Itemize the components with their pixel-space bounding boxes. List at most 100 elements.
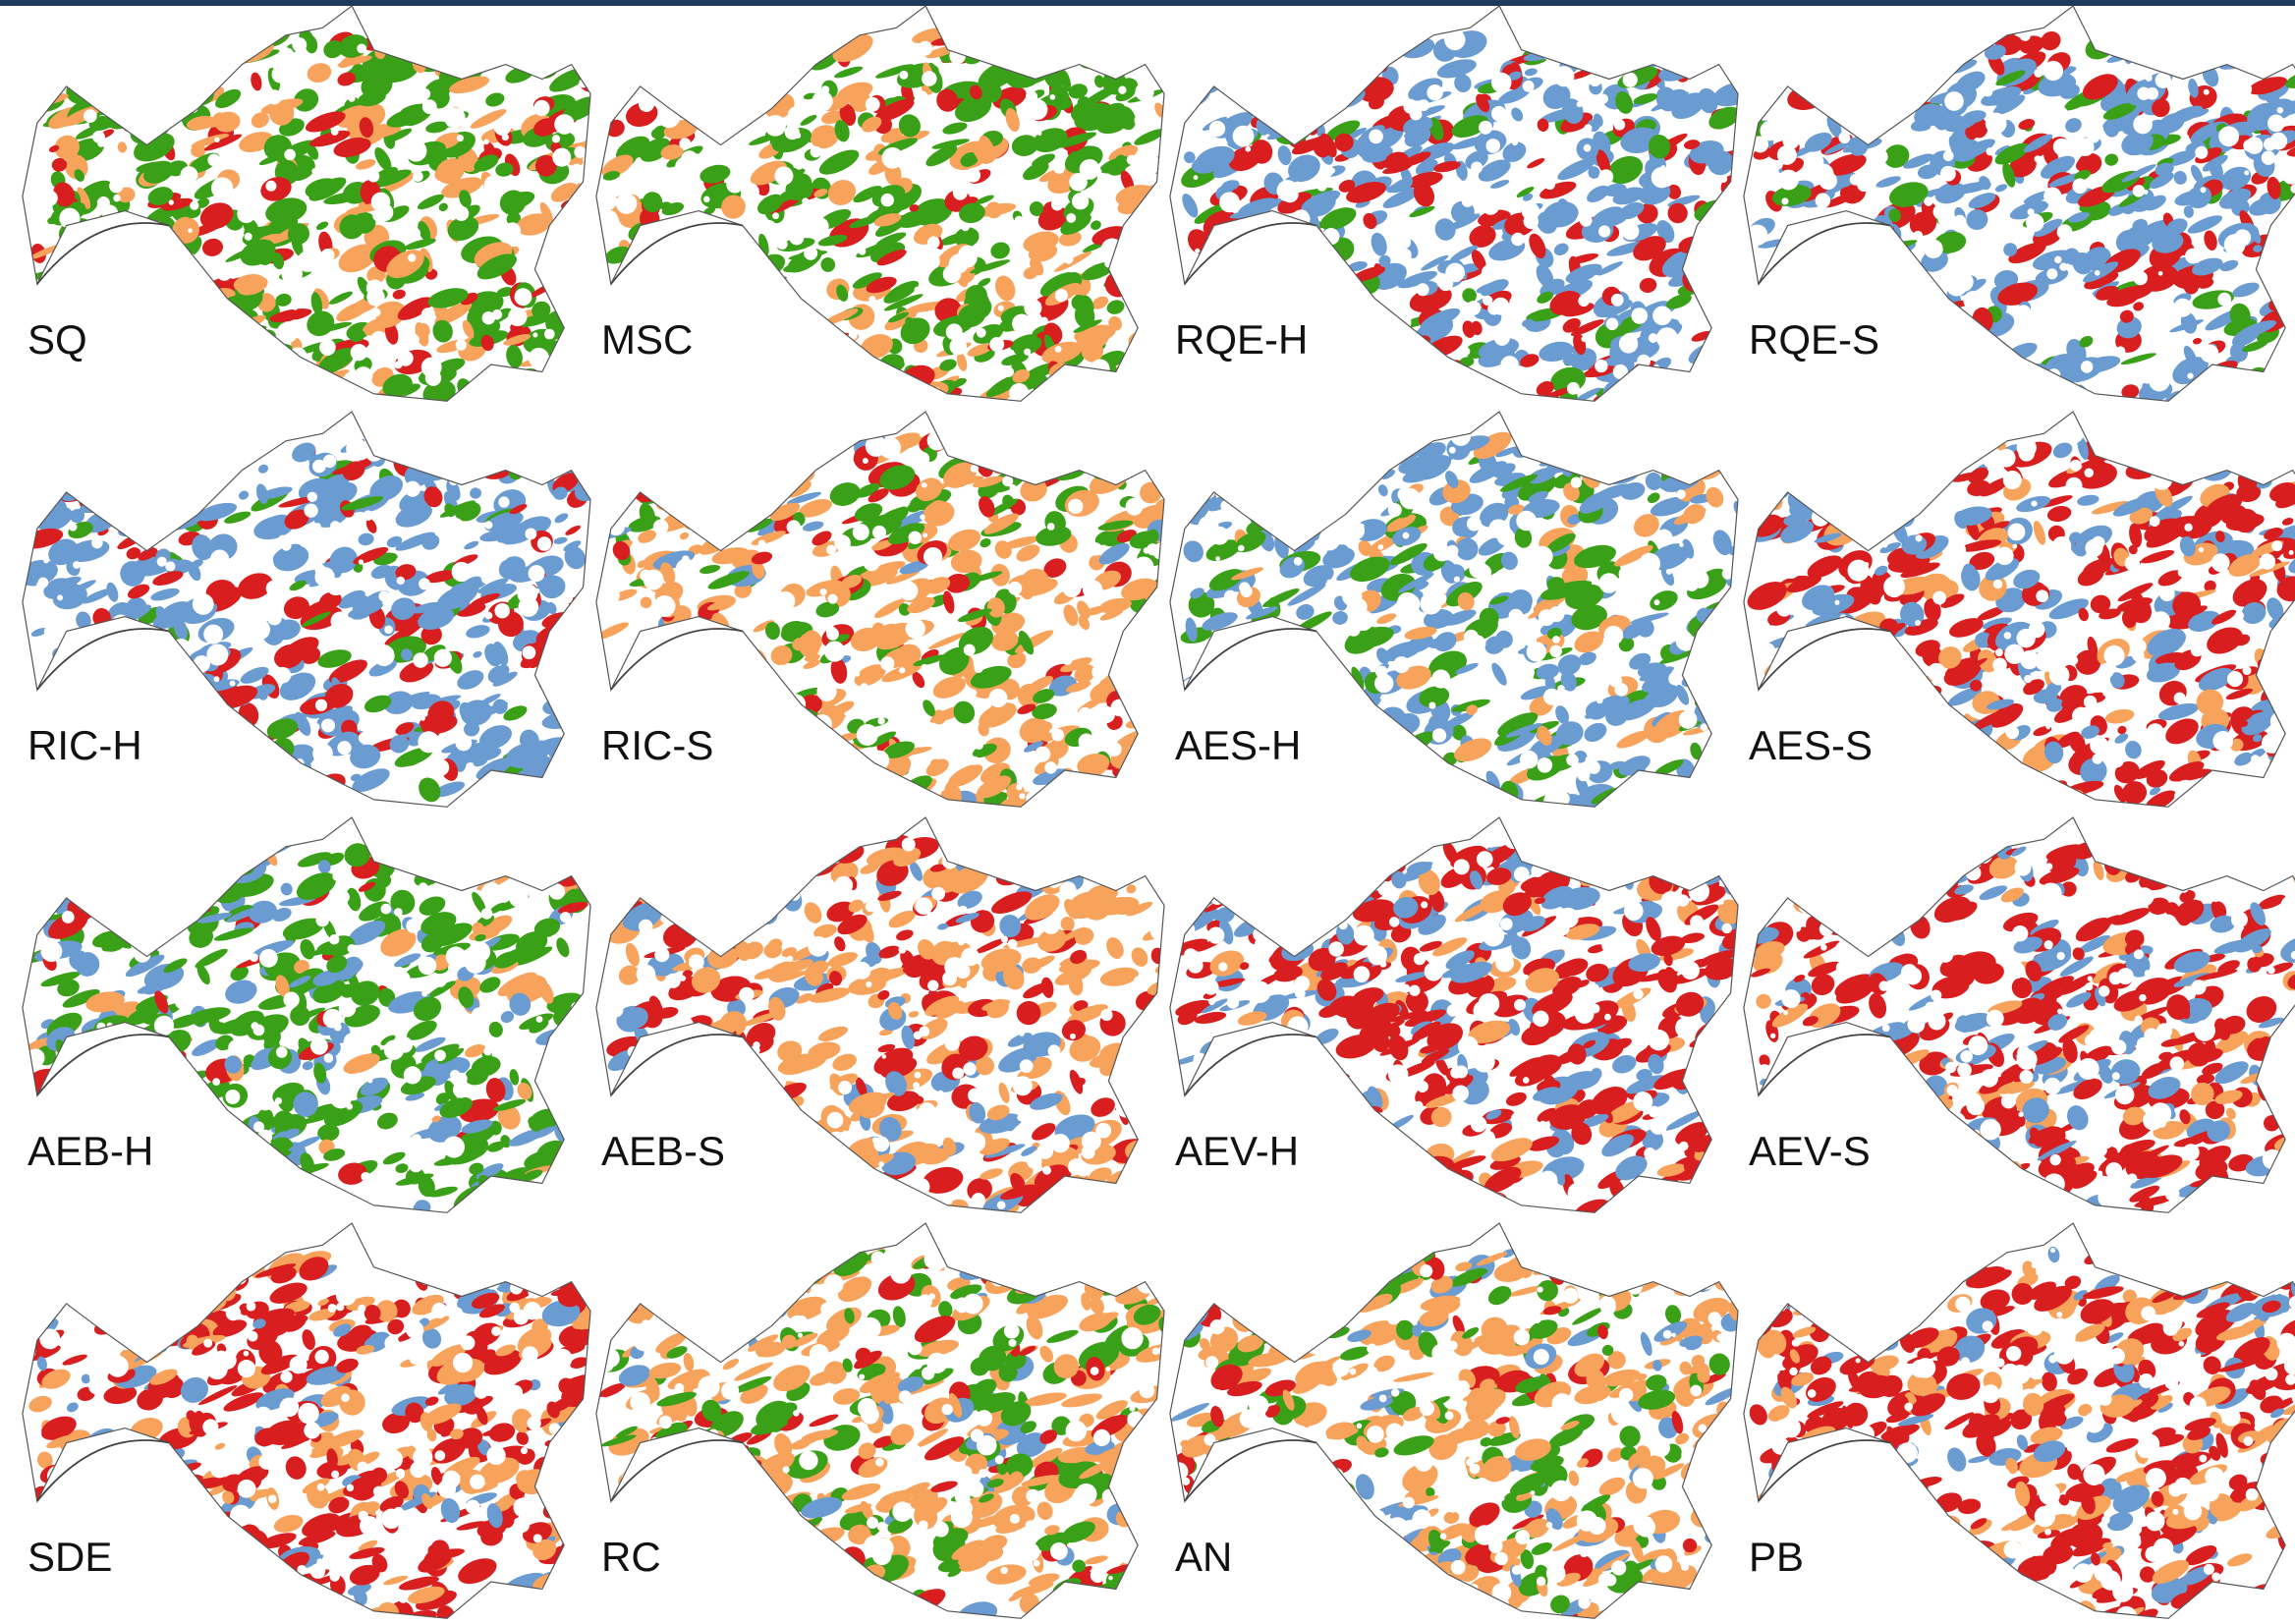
gap <box>1122 229 1129 237</box>
patch <box>35 296 58 312</box>
patch <box>358 532 374 546</box>
patch <box>1806 265 1831 278</box>
patch <box>1394 743 1420 764</box>
patch <box>803 630 822 651</box>
gap <box>639 687 661 709</box>
patch <box>764 622 780 641</box>
patch <box>663 468 693 489</box>
gap <box>1963 291 1984 310</box>
patch <box>2167 105 2204 125</box>
patch <box>696 234 719 257</box>
patch <box>710 66 724 75</box>
gap <box>674 785 685 797</box>
gap <box>397 350 414 366</box>
gap <box>111 52 122 63</box>
gap <box>1314 497 1334 518</box>
patch <box>1043 30 1084 50</box>
patch <box>199 477 215 489</box>
patch <box>1937 321 1971 348</box>
patch <box>965 284 987 307</box>
patch <box>578 41 591 67</box>
patch <box>392 289 406 300</box>
patch <box>1910 739 1932 756</box>
patch <box>1071 294 1088 310</box>
patch <box>1654 759 1684 776</box>
patch <box>1829 88 1848 104</box>
patch <box>1028 243 1058 262</box>
patch <box>985 30 1017 43</box>
gap <box>1751 300 1759 308</box>
patch <box>64 280 82 300</box>
gap <box>1648 333 1658 343</box>
patch <box>511 368 537 379</box>
patch <box>970 259 1011 274</box>
gap <box>109 179 124 194</box>
gap <box>1116 447 1131 463</box>
patch <box>65 365 99 385</box>
patch <box>209 364 249 386</box>
gap <box>1523 213 1539 230</box>
patch <box>761 763 799 781</box>
gap <box>1107 742 1122 756</box>
patch <box>900 317 930 345</box>
patch <box>113 250 135 273</box>
gap <box>276 702 285 710</box>
gap <box>220 760 242 782</box>
patch <box>618 460 630 480</box>
patch <box>1427 320 1454 331</box>
gap <box>2080 361 2094 373</box>
patch <box>566 221 591 243</box>
gap <box>1598 169 1614 185</box>
patch <box>82 588 113 604</box>
patch <box>120 561 145 587</box>
gap <box>529 371 535 379</box>
patch <box>2265 779 2295 806</box>
patch <box>1231 567 1264 581</box>
patch <box>772 734 803 752</box>
patch <box>61 682 101 711</box>
gap <box>899 667 906 674</box>
patch <box>552 259 567 284</box>
patch <box>1347 261 1368 272</box>
patch <box>484 513 517 532</box>
patch <box>151 719 169 742</box>
patch <box>1667 184 1682 199</box>
gap <box>1334 15 1355 35</box>
gap <box>711 253 720 262</box>
patch <box>1699 668 1726 685</box>
gap <box>737 795 758 808</box>
gap <box>1014 62 1021 70</box>
patch <box>1294 662 1328 690</box>
gap <box>888 616 897 624</box>
gap <box>402 22 416 36</box>
patch <box>774 308 806 328</box>
patch <box>1143 770 1159 784</box>
patch <box>658 678 700 700</box>
gap <box>1552 636 1560 644</box>
gap <box>1317 469 1338 489</box>
patch <box>1729 261 1739 272</box>
patch <box>1575 775 1590 799</box>
patch <box>756 361 766 371</box>
patch <box>549 783 571 803</box>
patch <box>1131 635 1165 654</box>
patch <box>709 258 738 273</box>
patch <box>1232 773 1243 786</box>
gap <box>151 801 162 808</box>
gap <box>1389 95 1399 106</box>
gap <box>741 182 759 201</box>
panel-label: AES-H <box>1175 722 1301 768</box>
patch <box>1695 266 1726 284</box>
patch <box>1811 670 1828 687</box>
patch <box>253 515 295 540</box>
patch <box>1151 722 1165 738</box>
gap <box>113 194 121 202</box>
patch <box>231 383 258 399</box>
gap <box>1397 591 1419 613</box>
patch <box>2281 24 2295 49</box>
gap <box>659 462 676 478</box>
patch <box>1400 37 1435 59</box>
patch <box>694 641 735 658</box>
patch <box>132 684 147 695</box>
patch <box>1525 30 1551 51</box>
